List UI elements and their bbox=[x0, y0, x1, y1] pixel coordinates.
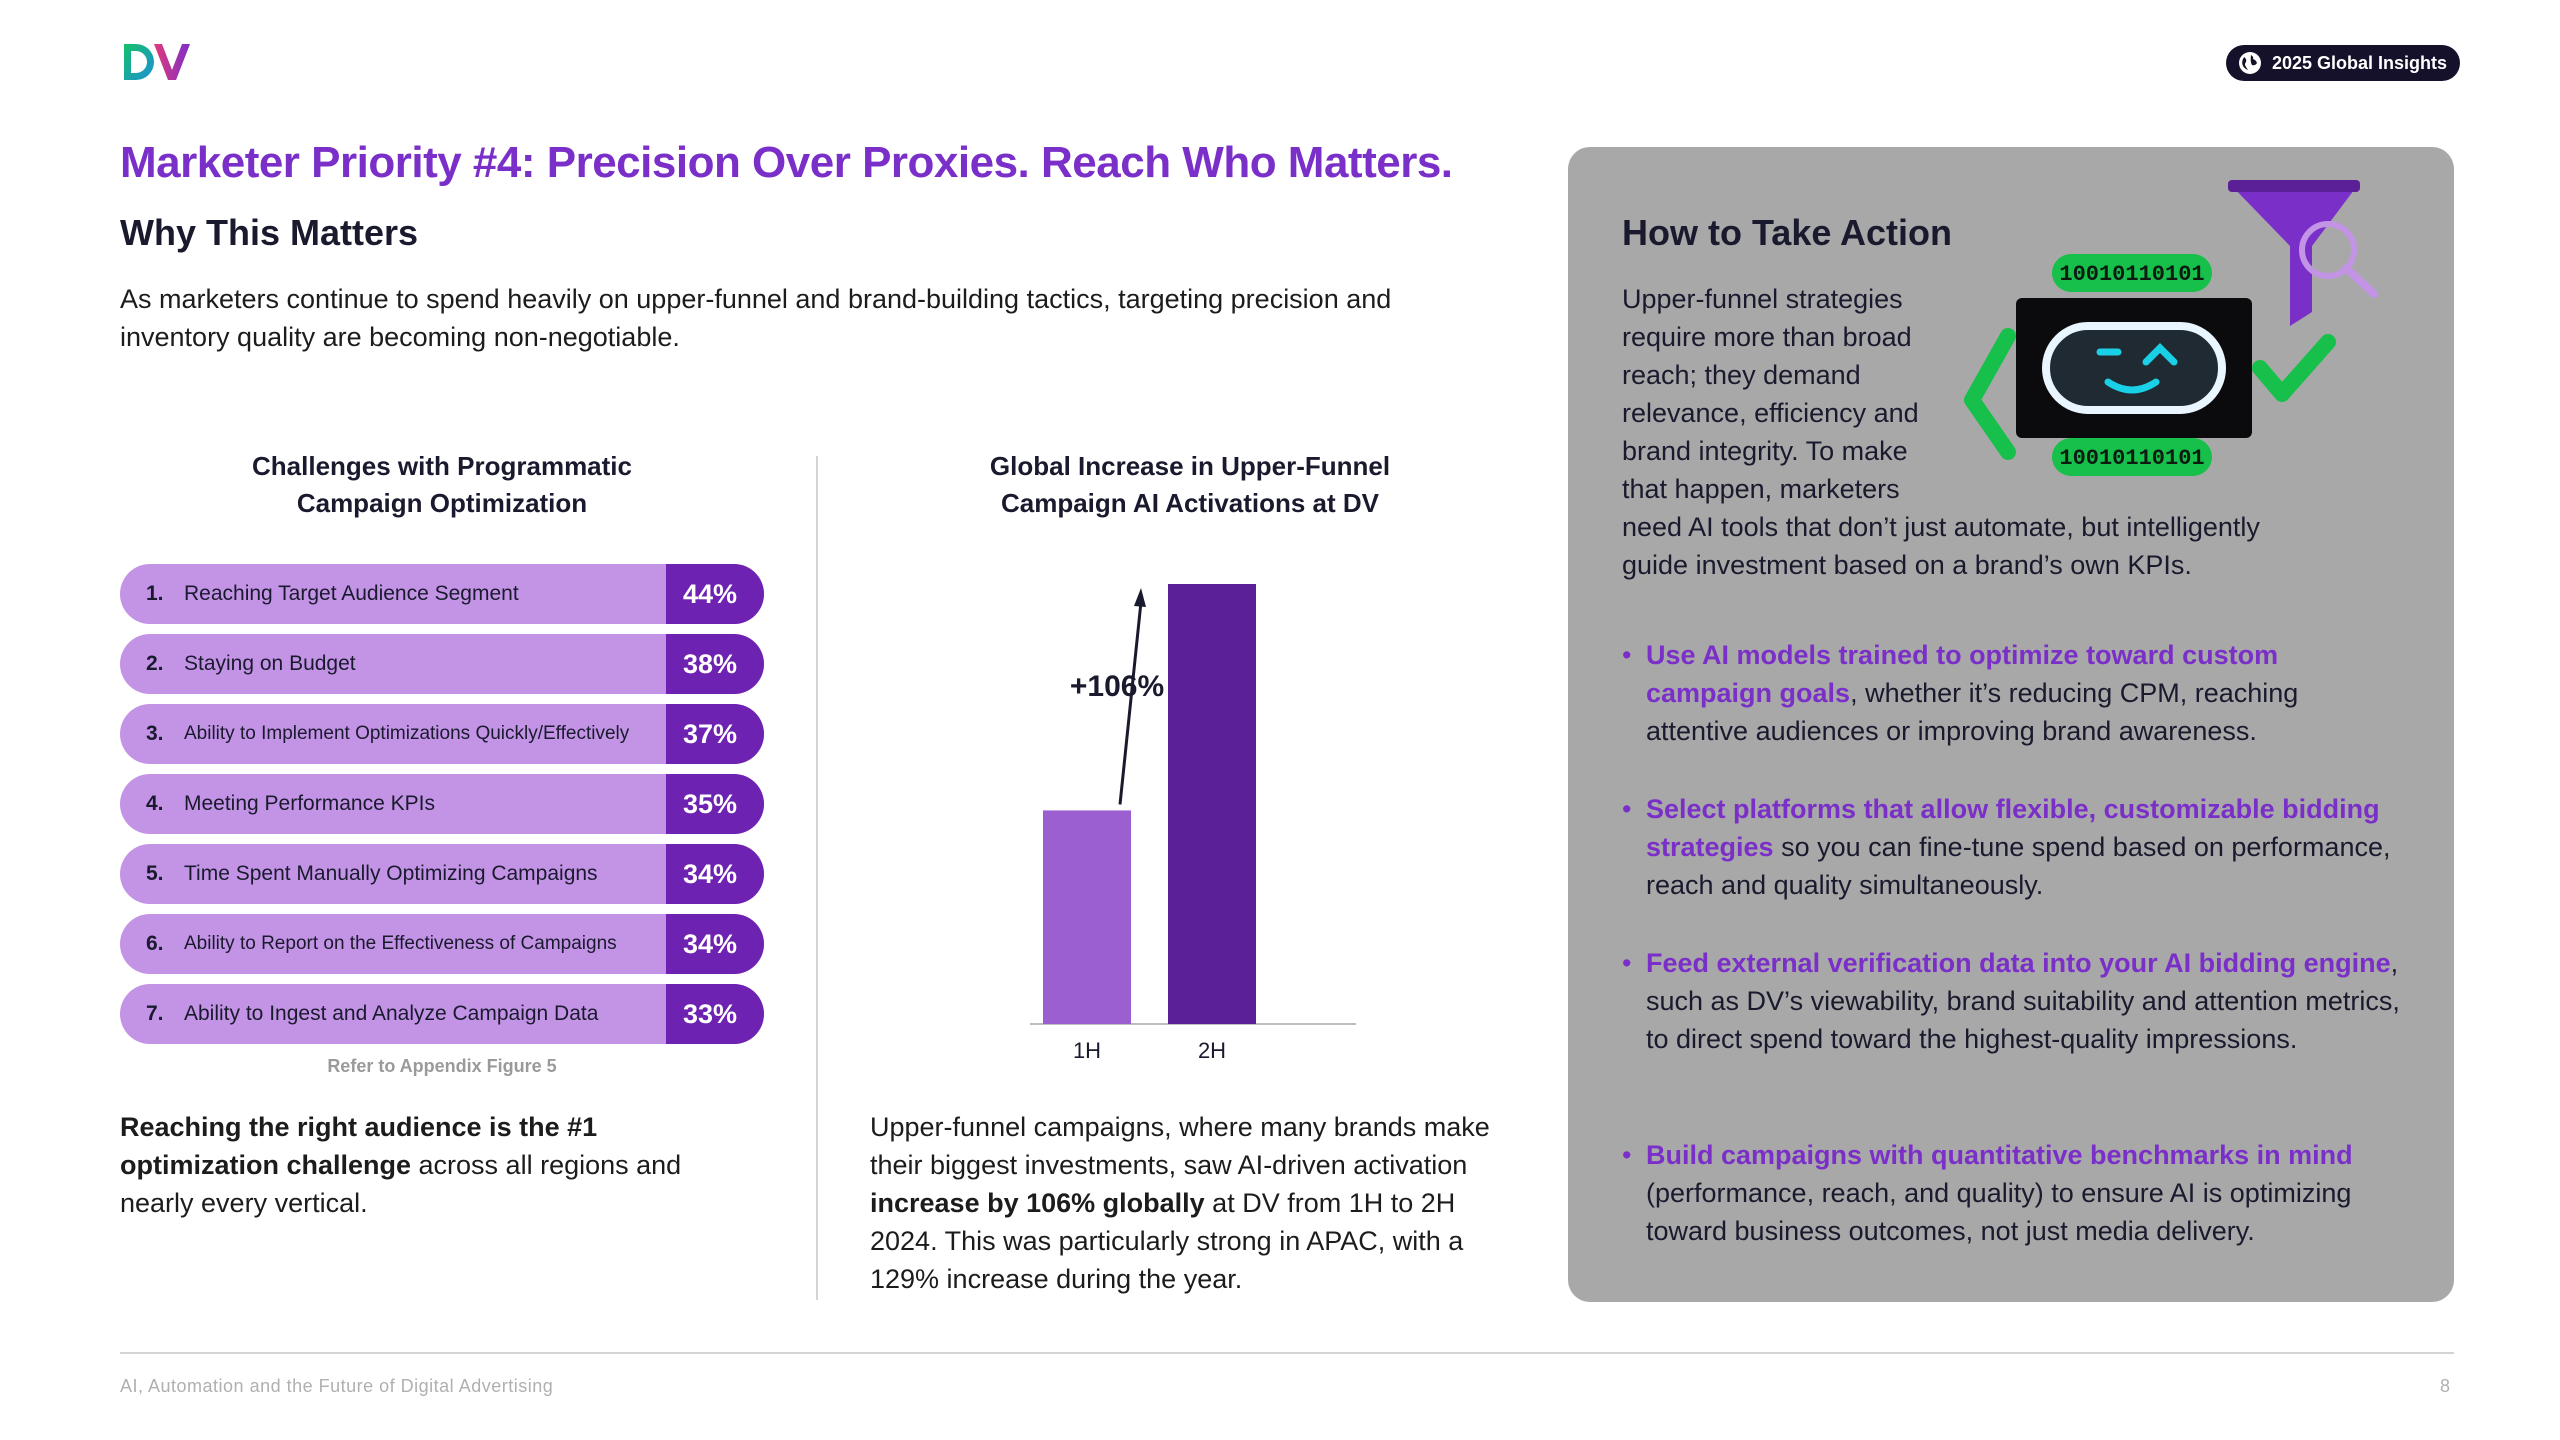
bullet-dot-icon: • bbox=[1622, 948, 1632, 978]
intro-line: reach; they demand bbox=[1622, 360, 1861, 390]
challenges-summary: Reaching the right audience is the #1 op… bbox=[120, 1108, 760, 1222]
challenge-row: 2. Staying on Budget 38% bbox=[120, 634, 764, 694]
left-bracket-icon bbox=[1964, 328, 2016, 460]
chart-title-line1: Global Increase in Upper-Funnel bbox=[989, 451, 1391, 481]
intro-line: relevance, efficiency and bbox=[1622, 398, 1919, 428]
page-title: Marketer Priority #4: Precision Over Pro… bbox=[120, 138, 1453, 187]
challenge-label: Ability to Ingest and Analyze Campaign D… bbox=[184, 1002, 599, 1025]
tick-label-2h: 2H bbox=[1198, 1038, 1226, 1063]
challenges-title-line2: Campaign Optimization bbox=[296, 488, 588, 518]
challenge-row: 1. Reaching Target Audience Segment 44% bbox=[120, 564, 764, 624]
footer-divider bbox=[120, 1352, 2454, 1354]
challenge-percent: 38% bbox=[666, 634, 764, 694]
bullet-text: , whether it’s reducing CPM, reaching at… bbox=[1646, 678, 2299, 746]
challenge-number: 4. bbox=[146, 792, 164, 815]
challenge-label: Meeting Performance KPIs bbox=[184, 792, 435, 815]
bar-2h bbox=[1168, 584, 1256, 1024]
action-bullet: • Build campaigns with quantitative bench… bbox=[1622, 1136, 2402, 1250]
challenge-label: Staying on Budget bbox=[184, 652, 356, 675]
challenges-summary-bold: Reaching the right audience is the #1 op… bbox=[120, 1112, 598, 1180]
challenge-percent: 35% bbox=[666, 774, 764, 834]
challenge-row: 7. Ability to Ingest and Analyze Campaig… bbox=[120, 984, 764, 1044]
bar-1h bbox=[1043, 810, 1131, 1024]
globe-icon bbox=[2239, 52, 2261, 74]
challenge-number: 1. bbox=[146, 582, 164, 605]
challenge-label: Ability to Report on the Effectiveness o… bbox=[184, 933, 617, 954]
intro-line: require more than broad bbox=[1622, 322, 1912, 352]
bullet-highlight: Select platforms that allow flexible, cu… bbox=[1646, 794, 2380, 862]
intro-line: that happen, marketers bbox=[1622, 474, 1900, 504]
robot-face-icon bbox=[2096, 343, 2178, 394]
challenges-title-line1: Challenges with Programmatic bbox=[252, 451, 632, 481]
challenge-percent: 44% bbox=[666, 564, 764, 624]
footer-title: AI, Automation and the Future of Digital… bbox=[120, 1376, 554, 1396]
chart-title: Global Increase in Upper-Funnel Campaign… bbox=[900, 448, 1480, 522]
challenge-number: 3. bbox=[146, 722, 164, 745]
page-number: 8 bbox=[2440, 1376, 2451, 1396]
bullet-text: (performance, reach, and quality) to ens… bbox=[1646, 1178, 2352, 1246]
funnel-icon bbox=[2228, 182, 2360, 326]
why-heading: Why This Matters bbox=[120, 212, 419, 253]
action-bullet: • Select platforms that allow flexible, c… bbox=[1622, 790, 2402, 904]
appendix-footnote: Refer to Appendix Figure 5 bbox=[327, 1056, 557, 1076]
challenge-percent: 33% bbox=[666, 984, 764, 1044]
action-heading: How to Take Action bbox=[1622, 212, 1953, 253]
bullet-highlight: Build campaigns with quantitative benchm… bbox=[1646, 1140, 2353, 1170]
logo-text: DV bbox=[120, 40, 122, 41]
chart-title-line2: Campaign AI Activations at DV bbox=[1000, 488, 1380, 518]
challenge-number: 7. bbox=[146, 1002, 164, 1025]
bullet-text: , such as DV’s viewability, brand suitab… bbox=[1646, 948, 2400, 1054]
challenges-summary-rest: across all regions and nearly every vert… bbox=[120, 1150, 682, 1218]
challenge-number: 6. bbox=[146, 932, 164, 955]
growth-annotation: +106% bbox=[1070, 670, 1164, 703]
robot-code-bottom: 10010110101 bbox=[2059, 446, 2204, 471]
challenge-label: Ability to Implement Optimizations Quick… bbox=[184, 723, 630, 744]
challenges-title: Challenges with Programmatic Campaign Op… bbox=[120, 448, 764, 522]
dv-logo: DV bbox=[120, 40, 190, 80]
action-bullet: • Feed external verification data into yo… bbox=[1622, 944, 2402, 1058]
challenge-row: 3. Ability to Implement Optimizations Qu… bbox=[120, 704, 764, 764]
activation-bar-chart: 1H 2H +106% bbox=[1030, 584, 1356, 1063]
challenge-row: 5. Time Spent Manually Optimizing Campai… bbox=[120, 844, 764, 904]
growth-arrow bbox=[1118, 601, 1143, 805]
chart-summary-bold: increase by 106% globally bbox=[870, 1188, 1205, 1218]
badge-label: 2025 Global Insights bbox=[2272, 52, 2448, 73]
challenge-row: 4. Meeting Performance KPIs 35% bbox=[120, 774, 764, 834]
tick-label-1h: 1H bbox=[1073, 1038, 1101, 1063]
challenge-number: 5. bbox=[146, 862, 164, 885]
bullet-dot-icon: • bbox=[1622, 1140, 1632, 1170]
bullet-dot-icon: • bbox=[1622, 794, 1632, 824]
challenge-row: 6. Ability to Report on the Effectivenes… bbox=[120, 914, 764, 974]
challenge-percent: 34% bbox=[666, 844, 764, 904]
challenge-label: Time Spent Manually Optimizing Campaigns bbox=[184, 862, 598, 885]
chart-summary-a: Upper-funnel campaigns, where many brand… bbox=[870, 1112, 1490, 1180]
intro-line: need AI tools that don’t just automate, … bbox=[1622, 512, 2260, 542]
column-divider bbox=[816, 456, 818, 1300]
check-icon bbox=[2252, 334, 2336, 402]
intro-line: brand integrity. To make bbox=[1622, 436, 1908, 466]
intro-line: Upper-funnel strategies bbox=[1622, 284, 1903, 314]
challenge-percent: 34% bbox=[666, 914, 764, 974]
chart-summary: Upper-funnel campaigns, where many brand… bbox=[870, 1108, 1530, 1298]
challenge-number: 2. bbox=[146, 652, 164, 675]
challenge-percent: 37% bbox=[666, 704, 764, 764]
bullet-dot-icon: • bbox=[1622, 640, 1632, 670]
global-insights-badge: 2025 Global Insights bbox=[2226, 45, 2460, 81]
bullet-text: so you can fine-tune spend based on perf… bbox=[1646, 832, 2391, 900]
why-text: As marketers continue to spend heavily o… bbox=[120, 284, 1392, 352]
magnifier-icon bbox=[2299, 221, 2357, 279]
robot-code-top: 10010110101 bbox=[2059, 262, 2204, 287]
bullet-highlight: Feed external verification data into you… bbox=[1646, 948, 2391, 978]
chart-summary-b: at DV from 1H to 2H 2024. This was parti… bbox=[870, 1188, 1464, 1294]
action-bullet: • Use AI models trained to optimize towar… bbox=[1622, 636, 2402, 750]
bullet-highlight: Use AI models trained to optimize toward… bbox=[1646, 640, 2279, 708]
intro-line: guide investment based on a brand’s own … bbox=[1622, 550, 2192, 580]
ai-robot-illustration: 10010110101 10010110101 bbox=[1964, 180, 2378, 476]
challenge-label: Reaching Target Audience Segment bbox=[184, 582, 519, 605]
action-intro: Upper-funnel strategies require more tha… bbox=[1622, 280, 2302, 584]
growth-arrow-head bbox=[1134, 588, 1146, 607]
